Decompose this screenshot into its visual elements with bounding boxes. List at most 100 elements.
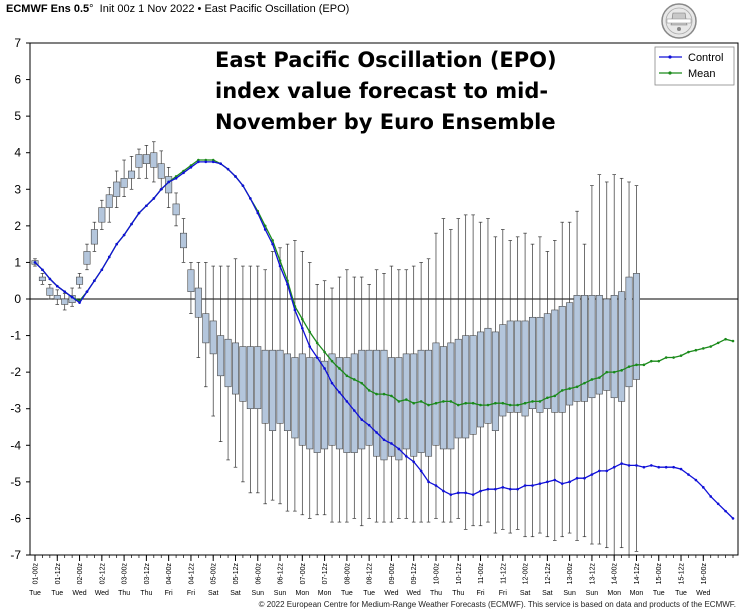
ensemble-box (283, 353, 291, 431)
init-time: Init 00z 1 Nov 2022 (99, 3, 195, 15)
control-point (345, 400, 349, 403)
x-tick-label: 16-00z (701, 563, 708, 585)
y-tick-label: -5 (10, 475, 21, 489)
ensemble-box (566, 302, 574, 406)
control-point (167, 180, 170, 184)
y-tick-label: -1 (10, 329, 21, 343)
y-tick-label: 1 (14, 255, 21, 269)
control-point (687, 473, 690, 476)
control-point (627, 464, 631, 467)
ensemble-box (425, 349, 433, 457)
control-point (382, 438, 386, 442)
series-lines (33, 158, 735, 520)
control-point (55, 284, 59, 288)
control-point (664, 465, 668, 469)
mean-point (516, 403, 519, 407)
control-point (709, 495, 713, 498)
mean-point (486, 403, 490, 407)
ensemble-box (454, 338, 462, 439)
control-point (553, 478, 557, 482)
control-point (716, 502, 720, 506)
chart-header: ECMWF Ens 0.5° Init 00z 1 Nov 2022 • Eas… (6, 3, 349, 15)
legend-box (654, 46, 735, 86)
control-point (367, 423, 371, 427)
ensemble-box (491, 331, 499, 431)
day-label: Mon (296, 590, 310, 597)
y-tick-label: 5 (14, 109, 21, 123)
mean-point (523, 401, 527, 405)
y-tick-label: 4 (14, 146, 21, 160)
ensemble-box (595, 295, 603, 395)
x-tick-label: 08-00z (344, 563, 351, 585)
mean-point (731, 339, 735, 343)
mean-point (531, 400, 534, 403)
copyright-footer: © 2022 European Centre for Medium-Range … (258, 600, 736, 609)
ensemble-box (113, 181, 121, 197)
ensemble-box (187, 269, 195, 292)
control-point (293, 308, 297, 312)
mean-point (479, 403, 482, 407)
x-tick-label: 10-12z (456, 563, 463, 585)
ensemble-box (618, 291, 626, 402)
mean-point (442, 400, 445, 403)
day-label: Wed (72, 590, 86, 597)
mean-point (382, 392, 386, 396)
ensemble-box (202, 313, 210, 344)
day-label: Sat (520, 590, 531, 597)
control-point (234, 175, 237, 178)
control-point (241, 184, 245, 187)
ensemble-box (246, 346, 254, 410)
mean-point (427, 403, 430, 407)
ensemble-box (291, 357, 299, 439)
mean-point (687, 350, 690, 354)
x-tick-label: 02-00z (77, 563, 84, 585)
ensemble-box (261, 349, 269, 424)
control-point (412, 460, 416, 464)
control-point (330, 381, 334, 385)
control-point (271, 242, 274, 246)
control-point (93, 279, 96, 283)
day-label: Fri (187, 590, 196, 597)
control-point (568, 480, 571, 484)
control-point (189, 166, 193, 169)
mean-point (679, 354, 683, 357)
mean-point (271, 239, 274, 242)
mean-point (605, 370, 609, 374)
ensemble-box (395, 357, 403, 461)
control-point (211, 160, 215, 164)
control-point (301, 326, 304, 330)
day-label: Tue (341, 590, 353, 597)
control-point (479, 489, 482, 493)
control-point (456, 491, 460, 495)
day-label: Tue (653, 590, 665, 597)
ensemble-box (83, 251, 91, 265)
x-tick-label: 04-00z (166, 563, 173, 585)
control-point (278, 264, 282, 268)
ensemble-box (76, 276, 84, 285)
x-tick-label: 07-12z (322, 563, 329, 585)
ensemble-box (477, 331, 485, 428)
mean-point (308, 330, 312, 334)
control-point (315, 356, 319, 359)
day-label: Mon (630, 590, 644, 597)
mean-point (575, 385, 579, 389)
mean-point (590, 378, 594, 381)
ensemble-box (350, 353, 358, 453)
ensemble-box (610, 295, 618, 399)
control-point (516, 487, 519, 491)
day-label: Tue (51, 590, 63, 597)
control-point (249, 197, 252, 200)
control-point (256, 211, 260, 215)
x-tick-label: 13-00z (567, 563, 574, 585)
mean-point (694, 348, 698, 352)
control-point (219, 162, 222, 165)
control-point (486, 487, 490, 491)
x-tick-label: 14-12z (634, 563, 641, 585)
mean-point (301, 317, 304, 321)
control-point (694, 478, 698, 482)
y-tick-label: -3 (10, 402, 21, 416)
day-label: Sun (563, 590, 576, 597)
control-point (323, 367, 326, 370)
mean-point (404, 398, 408, 401)
control-point (590, 473, 594, 476)
